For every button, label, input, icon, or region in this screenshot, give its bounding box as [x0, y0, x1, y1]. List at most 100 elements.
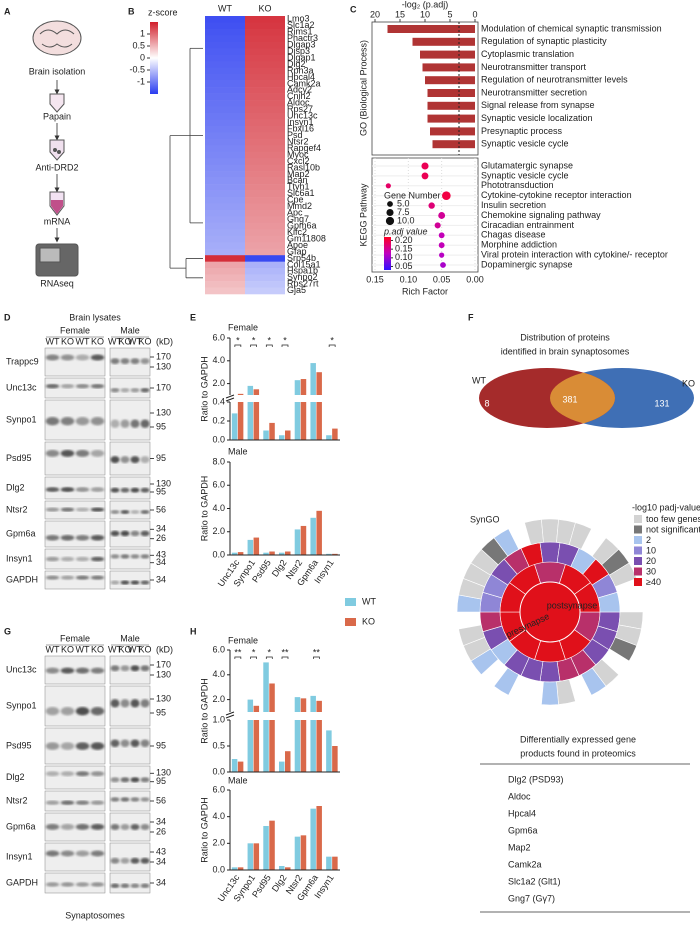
- heat-cell: [245, 281, 285, 288]
- venn-count: 381: [562, 394, 577, 404]
- x-tick-label: 5: [447, 9, 452, 19]
- heat-cell: [245, 164, 285, 172]
- band: [90, 823, 105, 830]
- blot-label: Unc13c: [6, 382, 37, 392]
- y-tick-label: 2.0: [212, 838, 225, 848]
- x-tick-label: 0: [472, 9, 477, 19]
- bar: [432, 140, 475, 149]
- heat-cell: [205, 67, 245, 75]
- band: [90, 383, 105, 389]
- lane-label: WT: [108, 644, 122, 654]
- band: [140, 823, 150, 830]
- gene-label: Col15a1: [287, 259, 321, 269]
- lane-label: WT: [128, 336, 142, 346]
- bar: [430, 127, 475, 136]
- blot: [44, 790, 106, 812]
- bar: [427, 114, 475, 123]
- heat-cell: [205, 197, 245, 204]
- bar: [237, 552, 244, 555]
- marker-label: 34: [156, 574, 166, 584]
- blot: [109, 765, 151, 790]
- term-label: Modulation of chemical synaptic transmis…: [481, 23, 662, 33]
- sunburst-segment: [568, 522, 592, 550]
- marker-label: 130: [156, 478, 171, 488]
- band: [140, 509, 150, 514]
- y-tick-label: 1.0: [212, 714, 225, 724]
- blot: [109, 548, 151, 570]
- table-item: Gpm6a: [508, 825, 538, 835]
- band: [130, 665, 140, 672]
- band: [75, 882, 90, 887]
- gene-label: Dlgap1: [287, 52, 316, 62]
- y-tick-label: 0.2: [212, 415, 225, 425]
- bar: [427, 101, 475, 110]
- band: [130, 823, 140, 830]
- band: [45, 742, 60, 750]
- gene-label: Psd: [287, 130, 303, 140]
- band: [130, 358, 140, 365]
- gene-label: Map2: [287, 169, 310, 179]
- legend-label: 20: [646, 556, 656, 566]
- band: [45, 667, 60, 674]
- colorbar: [150, 22, 158, 94]
- band: [60, 771, 75, 777]
- sunburst-segment: [609, 636, 638, 662]
- group-label: Male: [120, 633, 140, 643]
- heat-cell: [245, 158, 285, 165]
- y-tick-label: 2.0: [212, 526, 225, 536]
- band: [110, 358, 120, 365]
- band: [90, 771, 105, 777]
- bar: [332, 718, 338, 724]
- chart-title: Female: [228, 322, 258, 332]
- panel-letter: F: [468, 312, 474, 322]
- gene-label: Myoc: [287, 149, 309, 159]
- marker-label: 34: [156, 557, 166, 567]
- lane-label: KO: [118, 644, 131, 654]
- band: [90, 882, 105, 887]
- legend-title: -log10 padj-value: [632, 502, 700, 512]
- bar: [269, 683, 275, 712]
- y-axis-label: Ratio to GAPDH: [199, 356, 209, 422]
- colorbar-title: z-score: [148, 7, 178, 17]
- band: [140, 665, 150, 672]
- gene-label: Hpcal4: [287, 72, 315, 82]
- band: [120, 530, 130, 537]
- band: [110, 797, 120, 802]
- bar: [247, 843, 254, 870]
- legend-label: 30: [646, 566, 656, 576]
- table-item: Aldoc: [508, 791, 531, 801]
- band: [130, 487, 140, 493]
- bar: [326, 553, 332, 555]
- y-tick-label: 4.0: [212, 503, 225, 513]
- band: [110, 699, 120, 708]
- axis-break: [225, 711, 235, 719]
- bar: [316, 720, 322, 772]
- gene-label: Dlg2: [287, 59, 306, 69]
- panel-letter: G: [4, 626, 11, 636]
- band: [130, 387, 140, 393]
- panel-letter: H: [190, 626, 197, 636]
- blot: [44, 500, 106, 520]
- band: [60, 823, 75, 830]
- heat-cell: [205, 145, 245, 153]
- heat-cell: [205, 268, 245, 275]
- blot-label: Insyn1: [6, 553, 33, 563]
- heat-cell: [205, 16, 245, 23]
- term-label: Insulin secretion: [481, 200, 546, 210]
- heat-cell: [205, 151, 245, 159]
- legend-swatch: [345, 618, 356, 626]
- heat-cell: [245, 119, 285, 127]
- band: [60, 416, 75, 426]
- heat-cell: [245, 35, 285, 43]
- bar: [231, 867, 238, 870]
- heat-cell: [205, 80, 245, 88]
- band: [45, 416, 60, 426]
- gene-label: Rph3a: [287, 65, 314, 75]
- chart-title: Female: [228, 635, 258, 645]
- gene-label: Gm11808: [287, 233, 326, 243]
- blot-label: Psd95: [6, 453, 32, 463]
- group-label: Female: [60, 325, 90, 335]
- band: [90, 575, 105, 580]
- bar: [300, 835, 307, 870]
